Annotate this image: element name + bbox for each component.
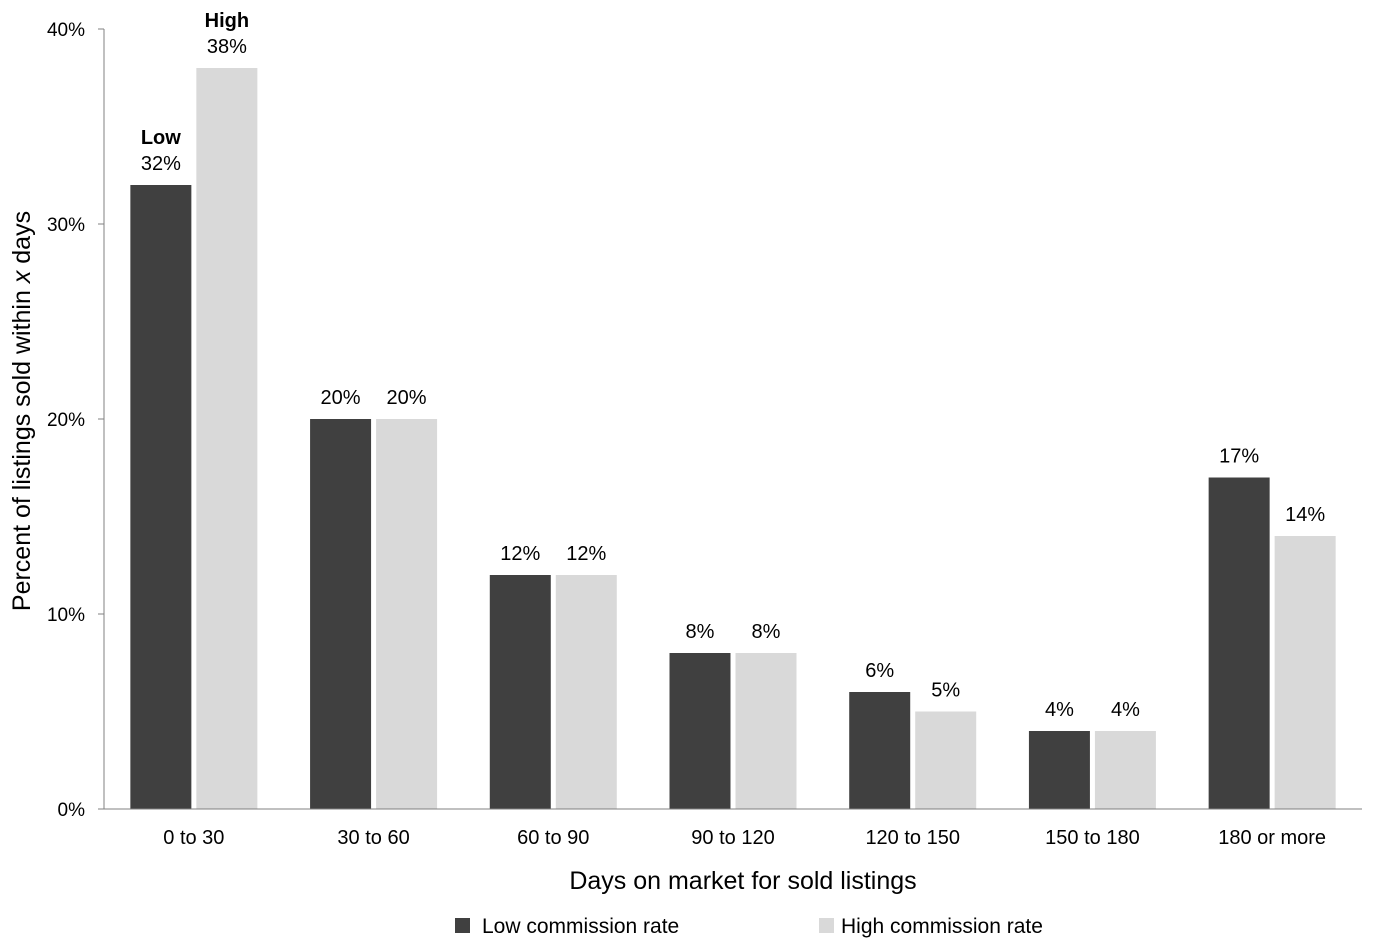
data-label: 17% bbox=[1219, 446, 1259, 468]
y-tick-label: 10% bbox=[47, 605, 85, 626]
data-label: 20% bbox=[321, 387, 361, 409]
data-labels: 32% Low 38% High 20% 20% 12% 12% 8% 8% 6% 5% 4% 4% 17%… bbox=[141, 10, 1326, 721]
bar-low-1 bbox=[310, 419, 372, 809]
data-label: 20% bbox=[387, 387, 427, 409]
data-label: 5% bbox=[931, 680, 960, 702]
bar-high-3 bbox=[735, 653, 797, 809]
x-category-label: 90 to 120 bbox=[691, 827, 774, 849]
x-category-labels: 0 to 30 30 to 60 60 to 90 90 to 120 120 to 1… bbox=[163, 827, 1326, 849]
y-tick-label: 30% bbox=[47, 215, 85, 236]
bar-high-4 bbox=[915, 711, 977, 809]
bar-low-4 bbox=[849, 692, 911, 809]
axes-layer bbox=[103, 29, 1362, 810]
bar-low-2 bbox=[489, 575, 551, 809]
data-label: 4% bbox=[1111, 699, 1140, 721]
x-category-label: 120 to 150 bbox=[865, 827, 960, 849]
y-axis-title-part-3: days bbox=[8, 211, 36, 271]
x-category-label: 30 to 60 bbox=[337, 827, 409, 849]
data-label: 6% bbox=[865, 660, 894, 682]
bar-low-6 bbox=[1208, 477, 1270, 809]
y-tick-label: 0% bbox=[58, 800, 86, 821]
legend-label-low: Low commission rate bbox=[482, 915, 679, 938]
bar-high-6 bbox=[1274, 536, 1336, 809]
y-axis-title-part-1: Percent of listings sold within bbox=[8, 283, 36, 611]
y-axis-title: Percent of listings sold within x days bbox=[8, 211, 36, 611]
legend-label-high: High commission rate bbox=[841, 915, 1043, 938]
data-label: 32% bbox=[141, 153, 181, 175]
bar-high-1 bbox=[376, 419, 438, 809]
bar-low-0 bbox=[130, 185, 192, 809]
data-label: 8% bbox=[752, 621, 781, 643]
x-axis-title: Days on market for sold listings bbox=[569, 867, 916, 895]
data-label: 12% bbox=[566, 543, 606, 565]
y-tick-label: 20% bbox=[47, 410, 85, 431]
bar-low-3 bbox=[669, 653, 731, 809]
x-category-label: 150 to 180 bbox=[1045, 827, 1140, 849]
legend-swatch-low bbox=[455, 918, 470, 933]
x-category-label: 180 or more bbox=[1218, 827, 1326, 849]
y-ticks: 0% 10% 20% 30% 40% bbox=[47, 20, 104, 821]
bars-layer bbox=[130, 68, 1336, 809]
legend: Low commission rate High commission rate bbox=[455, 915, 1043, 938]
series-tag-low: Low bbox=[141, 127, 181, 149]
x-category-label: 60 to 90 bbox=[517, 827, 589, 849]
series-tag-high: High bbox=[205, 10, 249, 32]
data-label: 38% bbox=[207, 36, 247, 58]
bar-low-5 bbox=[1028, 731, 1090, 809]
bar-high-5 bbox=[1094, 731, 1156, 809]
legend-swatch-high bbox=[819, 918, 834, 933]
y-axis-title-variable: x bbox=[8, 269, 36, 284]
x-category-label: 0 to 30 bbox=[163, 827, 224, 849]
bar-high-0 bbox=[196, 68, 258, 809]
bar-high-2 bbox=[555, 575, 617, 809]
data-label: 8% bbox=[686, 621, 715, 643]
data-label: 14% bbox=[1285, 504, 1325, 526]
data-label: 12% bbox=[500, 543, 540, 565]
y-tick-label: 40% bbox=[47, 20, 85, 41]
data-label: 4% bbox=[1045, 699, 1074, 721]
